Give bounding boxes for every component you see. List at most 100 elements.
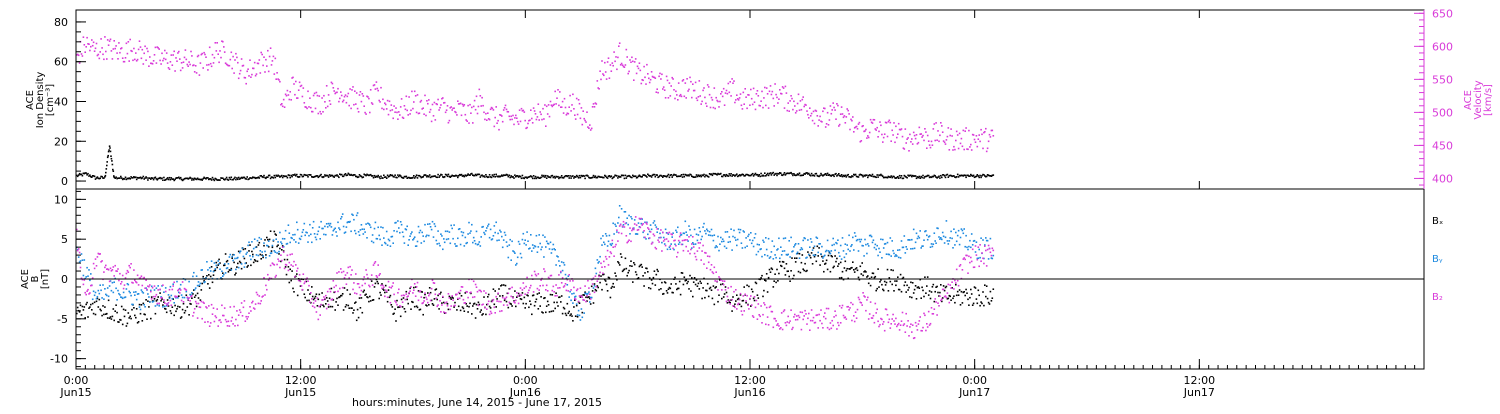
- bz-point: [335, 285, 337, 287]
- by-point: [716, 246, 718, 248]
- bz-point: [429, 293, 431, 295]
- bx-point: [910, 282, 912, 284]
- bx-point: [493, 288, 495, 290]
- top-ytick-label: 80: [54, 16, 68, 29]
- bx-point: [693, 281, 695, 283]
- bz-point: [379, 273, 381, 275]
- by-point: [428, 235, 430, 237]
- bx-point: [523, 303, 525, 305]
- by-point: [901, 240, 903, 242]
- bx-point: [890, 269, 892, 271]
- bz-point: [418, 300, 420, 302]
- bz-point: [314, 307, 316, 309]
- by-point: [729, 236, 731, 238]
- ion-density-point: [593, 175, 595, 177]
- ion-density-point: [846, 176, 848, 178]
- by-point: [732, 236, 734, 238]
- velocity-point: [503, 109, 505, 111]
- bz-point: [142, 285, 144, 287]
- by-point: [940, 237, 942, 239]
- bx-point: [660, 288, 662, 290]
- ion-density-point: [841, 174, 843, 176]
- by-point: [955, 232, 957, 234]
- bz-point: [941, 298, 943, 300]
- bx-point: [265, 254, 267, 256]
- velocity-point: [504, 107, 506, 109]
- by-point: [87, 275, 89, 277]
- bz-point: [527, 292, 529, 294]
- bx-point: [380, 294, 382, 296]
- bx-point: [766, 273, 768, 275]
- bx-point: [141, 304, 143, 306]
- by-point: [327, 226, 329, 228]
- bx-point: [100, 310, 102, 312]
- bx-point: [694, 277, 696, 279]
- bz-point: [705, 252, 707, 254]
- velocity-point: [163, 58, 165, 60]
- velocity-point: [704, 97, 706, 99]
- by-point: [225, 272, 227, 274]
- by-point: [465, 237, 467, 239]
- velocity-point: [575, 118, 577, 120]
- by-point: [96, 298, 98, 300]
- velocity-point: [354, 90, 356, 92]
- bz-point: [992, 248, 994, 250]
- ion-density-point: [583, 175, 585, 177]
- bz-point: [256, 292, 258, 294]
- velocity-point: [176, 60, 178, 62]
- velocity-point: [103, 59, 105, 61]
- by-point: [122, 298, 124, 300]
- bz-point: [734, 307, 736, 309]
- by-point: [102, 284, 104, 286]
- by-point: [172, 283, 174, 285]
- ion-density-point: [377, 175, 379, 177]
- bz-point: [225, 319, 227, 321]
- bz-point: [430, 300, 432, 302]
- bz-point: [802, 319, 804, 321]
- by-point: [115, 288, 117, 290]
- by-point: [264, 251, 266, 253]
- velocity-point: [606, 78, 608, 80]
- bz-point: [755, 307, 757, 309]
- bz-point: [266, 289, 268, 291]
- bz-point: [352, 289, 354, 291]
- bx-point: [939, 292, 941, 294]
- ion-density-point: [416, 174, 418, 176]
- bx-point: [458, 306, 460, 308]
- velocity-point: [376, 81, 378, 83]
- ion-density-point: [354, 174, 356, 176]
- by-point: [852, 237, 854, 239]
- by-point: [915, 242, 917, 244]
- bz-point: [877, 321, 879, 323]
- ion-density-point: [267, 176, 269, 178]
- bz-point: [249, 306, 251, 308]
- velocity-point: [382, 99, 384, 101]
- by-point: [147, 293, 149, 295]
- bx-point: [634, 264, 636, 266]
- bz-point: [108, 269, 110, 271]
- by-point: [392, 242, 394, 244]
- ion-density-point: [945, 177, 947, 179]
- by-point: [125, 296, 127, 298]
- bx-point: [196, 306, 198, 308]
- bz-point: [342, 287, 344, 289]
- bx-point: [453, 306, 455, 308]
- bz-point: [196, 303, 198, 305]
- bx-point: [621, 256, 623, 258]
- ion-density-point: [155, 177, 157, 179]
- by-point: [642, 232, 644, 234]
- velocity-point: [869, 132, 871, 134]
- bx-point: [631, 265, 633, 267]
- by-point: [591, 297, 593, 299]
- bz-point: [948, 284, 950, 286]
- bx-point: [495, 306, 497, 308]
- velocity-point: [707, 84, 709, 86]
- velocity-point: [583, 118, 585, 120]
- bx-point: [384, 292, 386, 294]
- by-point: [104, 288, 106, 290]
- bz-point: [933, 313, 935, 315]
- ion-density-point: [799, 172, 801, 174]
- by-point: [444, 242, 446, 244]
- bz-point: [332, 298, 334, 300]
- by-point: [345, 231, 347, 233]
